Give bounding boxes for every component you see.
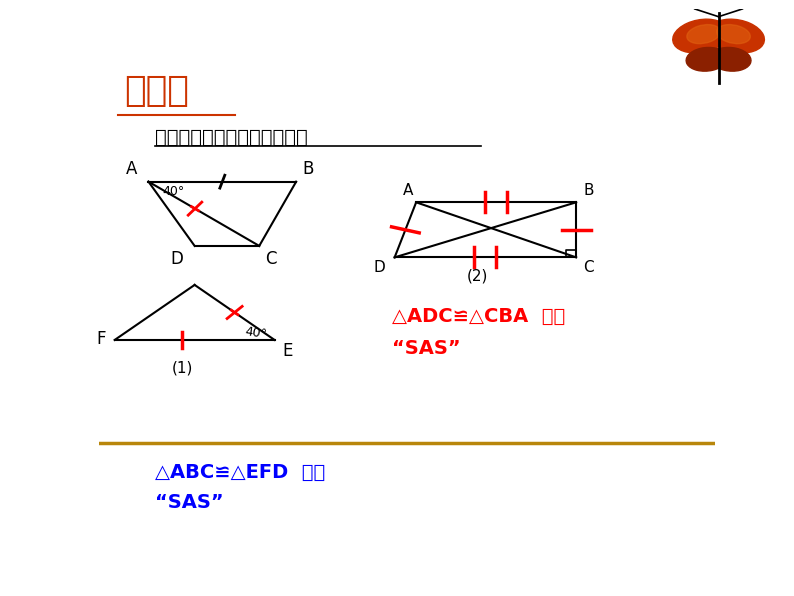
Ellipse shape	[710, 48, 751, 71]
Text: 分别找出各题中的全等三角形: 分别找出各题中的全等三角形	[155, 128, 307, 147]
Text: F: F	[96, 330, 106, 348]
Text: (1): (1)	[172, 360, 193, 375]
Text: B: B	[303, 160, 314, 178]
Text: (2): (2)	[467, 268, 488, 283]
Text: C: C	[265, 250, 277, 268]
Text: △ABC≌△EFD  根据: △ABC≌△EFD 根据	[155, 462, 325, 482]
Ellipse shape	[686, 48, 727, 71]
Text: “SAS”: “SAS”	[391, 339, 461, 358]
Text: E: E	[282, 342, 292, 361]
Text: D: D	[374, 260, 385, 275]
Text: C: C	[584, 260, 594, 275]
Text: A: A	[403, 183, 413, 198]
Text: △ADC≌△CBA  根据: △ADC≌△CBA 根据	[391, 306, 565, 325]
Text: 练一练: 练一练	[124, 74, 189, 108]
Text: D: D	[171, 250, 183, 268]
Ellipse shape	[708, 19, 765, 53]
Text: “SAS”: “SAS”	[155, 493, 223, 513]
Text: A: A	[126, 160, 137, 178]
Text: 40°: 40°	[162, 185, 184, 197]
Text: B: B	[584, 183, 594, 198]
Ellipse shape	[673, 19, 729, 53]
Ellipse shape	[717, 24, 750, 44]
Text: 40°: 40°	[244, 325, 268, 341]
Ellipse shape	[687, 24, 720, 44]
